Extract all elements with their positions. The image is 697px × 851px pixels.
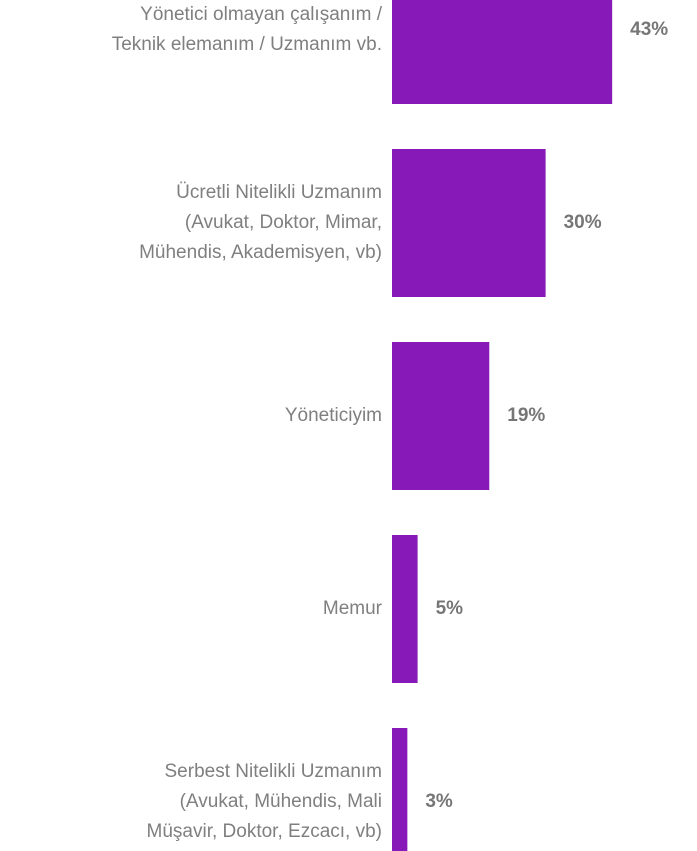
value-label: 43% [630, 19, 668, 40]
bar [392, 728, 408, 851]
value-label: 5% [436, 598, 464, 619]
category-label: Yöneticiyim [285, 405, 382, 426]
category-label: Memur [323, 598, 383, 619]
category-label: Ücretli Nitelikli Uzmanım (Avukat, Doktor… [139, 182, 382, 263]
bar [392, 535, 418, 683]
value-label: 19% [507, 405, 545, 426]
value-label: 3% [425, 791, 453, 812]
category-label: Serbest Nitelikli Uzmanım (Avukat, Mühend… [147, 761, 382, 842]
value-label: 30% [564, 212, 602, 233]
bar [392, 149, 546, 297]
bar [392, 342, 490, 490]
category-label: Yönetici olmayan çalışanım / Teknik elema… [112, 4, 383, 55]
bar [392, 0, 613, 104]
